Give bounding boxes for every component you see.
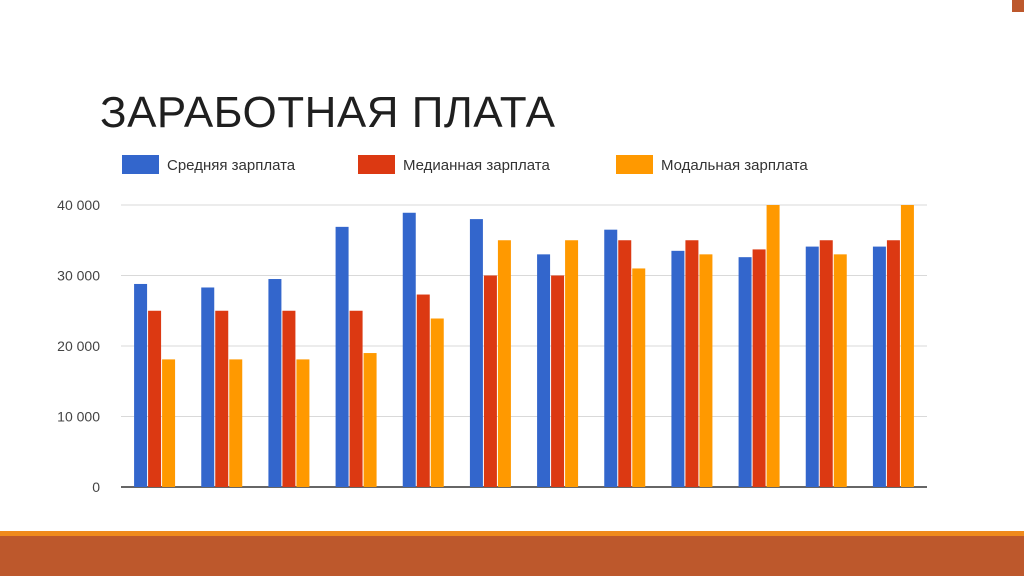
bar: Медианная зарплата: 35000 [886, 240, 900, 487]
bar: Модальная зарплата: 35000 [497, 240, 511, 487]
y-tick-label: 10 000 [57, 409, 100, 425]
y-tick-label: 20 000 [57, 338, 100, 354]
footer-bar [0, 536, 1024, 576]
bar: Средняя зарплата: 33000 [537, 254, 551, 487]
footer-accent-line [0, 531, 1024, 536]
bar: Средняя зарплата: 29500 [268, 279, 282, 487]
bar: Средняя зарплата: 28800 [134, 283, 148, 487]
bar: Модальная зарплата: 35000 [565, 240, 579, 487]
bar: Модальная зарплата: 18100 [162, 359, 176, 487]
bar: Медианная зарплата: 35000 [819, 240, 833, 487]
bar: Модальная зарплата: 33000 [699, 254, 713, 487]
legend-label: Средняя зарплата [167, 157, 296, 174]
bar: Средняя зарплата: 28300 [201, 287, 215, 487]
bar: Модальная зарплата: 18100 [296, 359, 310, 487]
legend-swatch [358, 155, 395, 174]
y-tick-label: 30 000 [57, 268, 100, 284]
bar: Средняя зарплата: 34100 [805, 246, 819, 487]
salary-bar-chart: Средняя зарплата Медианная зарплата Модаль… [57, 155, 927, 495]
bar: Модальная зарплата: 19000 [363, 353, 377, 487]
chart-legend: Средняя зарплата Медианная зарплата Модаль… [122, 155, 808, 174]
bar: Средняя зарплата: 36500 [604, 229, 618, 488]
chart-y-axis: 0 10 000 20 000 30 000 40 000 [57, 197, 100, 495]
bar: Средняя зарплата: 33500 [671, 250, 685, 487]
bar: Средняя зарплата: 32600 [738, 257, 752, 487]
bar: Средняя зарплата: 38000 [469, 219, 483, 487]
bar: Модальная зарплата: 33000 [833, 254, 847, 487]
chart-gridlines [121, 204, 927, 488]
bar: Медианная зарплата: 25000 [282, 310, 296, 487]
legend-swatch [122, 155, 159, 174]
bar: Средняя зарплата: 34100 [872, 246, 886, 487]
y-tick-label: 40 000 [57, 197, 100, 213]
bar: Средняя зарплата: 38900 [402, 212, 416, 487]
bar: Медианная зарплата: 25000 [349, 310, 363, 487]
legend-swatch [616, 155, 653, 174]
bar: Медианная зарплата: 35000 [685, 240, 699, 487]
y-tick-label: 0 [92, 479, 100, 495]
corner-accent [1012, 0, 1024, 12]
chart-bars: Средняя зарплата: 28800Медианная зарплат… [134, 205, 914, 488]
legend-label: Модальная зарплата [661, 157, 808, 174]
bar: Медианная зарплата: 25000 [215, 310, 229, 487]
bar: Модальная зарплата: 23900 [430, 318, 444, 487]
bar: Модальная зарплата: 31000 [632, 268, 646, 487]
bar: Модальная зарплата: 18100 [229, 359, 243, 487]
bar: Средняя зарплата: 36900 [335, 226, 349, 488]
bar: Медианная зарплата: 35000 [618, 240, 632, 487]
bar: Медианная зарплата: 25000 [148, 310, 162, 487]
slide-title: ЗАРАБОТНАЯ ПЛАТА [100, 88, 556, 137]
bar: Медианная зарплата: 33700 [752, 249, 766, 487]
legend-label: Медианная зарплата [403, 157, 551, 174]
bar: Медианная зарплата: 27300 [416, 294, 430, 487]
